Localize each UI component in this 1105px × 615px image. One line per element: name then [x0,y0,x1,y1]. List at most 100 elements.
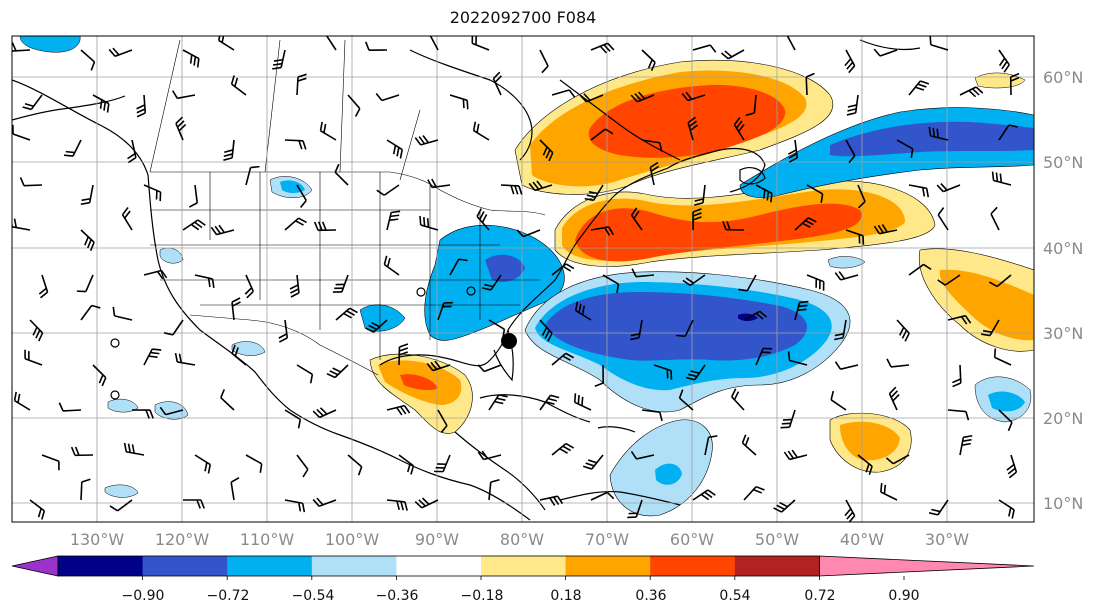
lat-label: 60°N [1043,68,1083,87]
wind-barb [539,394,560,411]
colorbar-tick-label: −0.54 [292,588,335,604]
wind-barb [284,409,302,429]
wind-barb [231,344,247,366]
wind-barb [313,221,337,232]
wind-barb [12,124,31,141]
wind-barb [427,178,451,189]
wind-barb [284,499,306,513]
wind-barb [794,300,809,321]
negative-anomaly-small-13 [827,256,866,269]
colorbar-segment [58,556,144,576]
coast-east-canada [667,147,766,193]
negative-anomaly-small-2 [280,180,305,193]
wind-barb [873,48,898,57]
wind-barb [312,407,337,419]
canada-provinces [149,39,421,181]
wind-barb [223,139,235,161]
wind-barb [220,389,235,411]
wind-barb [80,229,95,251]
wind-barb [347,94,361,117]
colorbar-tick-label: 0.36 [635,588,666,604]
wind-barb [579,93,604,103]
colorbar-segment [565,556,651,576]
wind-barb [676,319,694,338]
wind-barb [492,71,502,96]
wind-barb [80,184,94,206]
wind-barb [482,274,502,291]
wind-barb [630,207,643,231]
wind-barb [312,497,337,508]
wind-barb [845,139,856,164]
wind-barb [692,208,702,231]
wind-barb [477,364,502,373]
wind-barb [13,391,31,411]
wind-barb [398,454,415,475]
wind-barb [786,36,796,51]
negative-anomaly-small-6 [104,484,139,498]
wind-barb [1006,454,1018,479]
wind-barb [794,217,817,231]
calm-wind-marker [110,338,120,348]
colorbar-segment [142,556,228,576]
wind-barb [217,36,235,51]
wind-barb [991,171,1012,186]
wind-barb [296,454,309,478]
wind-barb [845,229,865,245]
wind-barb [988,274,1012,288]
wind-barb [805,72,815,96]
coast-hispaniola [597,426,636,433]
colorbar-segment [227,556,313,576]
coast-alaska [12,95,126,121]
wind-barb [694,184,706,206]
wind-barb [885,454,910,465]
wind-barb [682,274,706,287]
latitude-labels: 60°N 50°N 40°N 30°N 20°N 10°N [1043,68,1083,513]
wind-barb [692,489,716,501]
wind-barb [806,274,825,291]
lat-label: 10°N [1043,494,1083,513]
wind-barb [806,184,824,203]
negative-anomaly-small-4 [154,401,189,420]
colorbar-tick-label: 0.18 [550,588,581,604]
wind-barb [112,306,133,321]
wind-barb [692,44,717,53]
wind-barb [834,319,847,341]
wind-barb [296,73,307,96]
wind-barb [908,80,930,96]
wind-barb [731,388,745,411]
wind-barb [896,319,910,342]
wind-barb [376,184,400,196]
wind-barb [174,352,196,366]
wind-barb [990,206,1000,231]
wind-barb [880,483,898,501]
lon-label: 40°W [840,530,884,549]
wind-barb [993,348,1012,366]
colorbar-segment [311,556,397,576]
wind-barb [230,75,247,96]
wind-barb [398,343,409,366]
wind-barb [787,139,799,163]
wind-barb [743,310,768,321]
wind-barb [426,360,451,372]
wind-barb [773,499,796,513]
wind-barb [194,274,215,288]
wind-barb [590,491,615,501]
wind-barb [386,139,404,159]
coast-hudson-bay [409,49,533,161]
wind-barb [488,478,500,501]
wind-barb [437,301,453,321]
coast-south-america [559,490,681,506]
wind-barb [844,49,856,74]
wind-barb [830,390,847,411]
wind-barb [720,49,745,60]
colorbar-tick-label: −0.72 [207,588,250,604]
positive-anomaly-subtropical-orange [840,421,900,461]
wind-barb [745,94,757,117]
wind-barb [787,351,808,366]
colorbar-tick-label: 0.72 [804,588,835,604]
wind-barb [58,402,82,412]
wind-barb [143,348,162,366]
us-canada-border [150,171,546,216]
wind-barb [937,207,949,231]
